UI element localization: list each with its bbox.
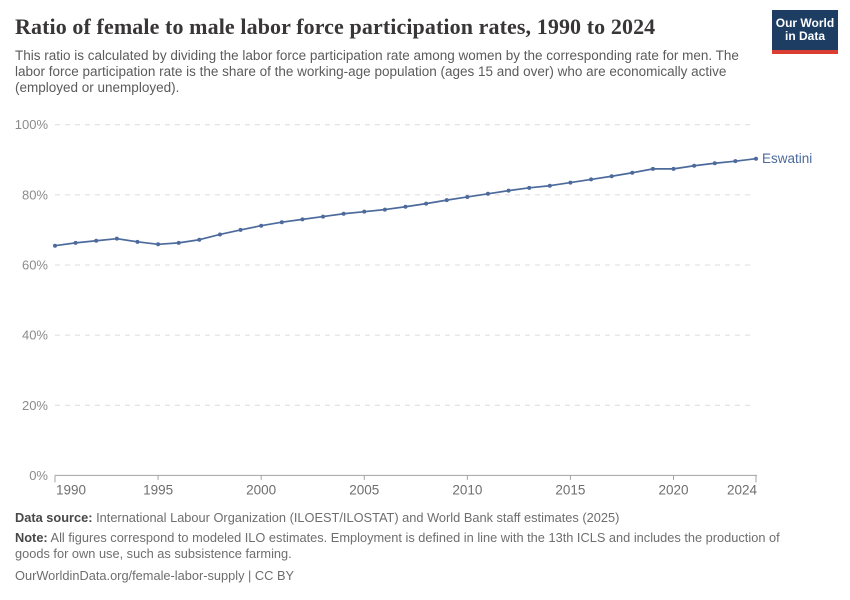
data-source-label: Data source: <box>15 510 93 525</box>
chart-plot-area[interactable]: 0% 20% 40% 60% 80% 100% 1990 1995 2000 2005 2010 20… <box>0 100 850 500</box>
data-point-2007[interactable] <box>403 204 408 209</box>
data-point-2014[interactable] <box>547 183 552 188</box>
data-point-2018[interactable] <box>630 170 635 175</box>
data-point-1992[interactable] <box>94 238 99 243</box>
x-axis-tick-label-2020: 2020 <box>659 482 689 497</box>
x-axis-tick-label-2005: 2005 <box>349 482 379 497</box>
note-text: All figures correspond to modeled ILO es… <box>15 530 780 561</box>
data-point-1995[interactable] <box>156 242 161 247</box>
y-axis-tick-label-40: 40% <box>22 328 48 343</box>
chart-footer: Data source: International Labour Organi… <box>15 508 815 584</box>
note-line: Note: All figures correspond to modeled … <box>15 530 797 562</box>
data-point-2016[interactable] <box>589 177 594 182</box>
chart-svg[interactable]: 0% 20% 40% 60% 80% 100% 1990 1995 2000 2005 2010 20… <box>0 100 850 500</box>
data-point-2015[interactable] <box>568 180 573 185</box>
data-point-2000[interactable] <box>259 223 264 228</box>
data-point-2020[interactable] <box>671 166 676 171</box>
owid-logo: Our World in Data <box>772 10 838 54</box>
y-axis-tick-label-0: 0% <box>29 468 48 483</box>
data-point-1990[interactable] <box>53 243 57 248</box>
y-axis-tick-label-100: 100% <box>15 117 49 132</box>
data-point-2005[interactable] <box>362 209 367 214</box>
data-point-2010[interactable] <box>465 194 470 199</box>
data-point-2023[interactable] <box>733 159 738 164</box>
x-axis-tick-label-1990: 1990 <box>56 482 86 497</box>
owid-logo-line2: in Data <box>784 29 825 43</box>
data-point-2019[interactable] <box>650 166 655 171</box>
note-label: Note: <box>15 530 48 545</box>
y-axis-tick-label-20: 20% <box>22 398 48 413</box>
data-point-2017[interactable] <box>609 174 614 179</box>
chart-header: Ratio of female to male labor force part… <box>15 14 740 40</box>
data-point-1993[interactable] <box>114 236 119 241</box>
page-title: Ratio of female to male labor force part… <box>15 14 656 39</box>
x-axis-tick-label-2015: 2015 <box>555 482 585 497</box>
data-point-2003[interactable] <box>321 214 326 219</box>
data-point-1994[interactable] <box>135 239 140 244</box>
data-point-2022[interactable] <box>712 161 717 166</box>
owid-logo-line1: Our World <box>775 16 835 30</box>
data-point-2012[interactable] <box>506 188 511 193</box>
x-axis-tick-label-1995: 1995 <box>143 482 173 497</box>
data-point-2004[interactable] <box>341 211 346 216</box>
data-point-2006[interactable] <box>382 207 387 212</box>
y-axis-tick-label-60: 60% <box>22 257 48 272</box>
data-source-line: Data source: International Labour Organi… <box>15 510 815 526</box>
x-axis-tick-label-2024: 2024 <box>727 482 758 497</box>
x-axis-tick-label-2000: 2000 <box>246 482 276 497</box>
data-source-text: International Labour Organization (ILOES… <box>92 510 620 525</box>
data-point-2002[interactable] <box>300 217 305 222</box>
data-point-1996[interactable] <box>176 240 181 245</box>
entity-label-eswatini: Eswatini <box>762 151 812 166</box>
data-point-1991[interactable] <box>73 240 78 245</box>
data-point-1998[interactable] <box>217 232 222 237</box>
series-line-eswatini[interactable] <box>54 157 757 247</box>
data-point-1997[interactable] <box>197 237 202 242</box>
data-point-2021[interactable] <box>692 163 697 168</box>
data-point-2013[interactable] <box>527 185 532 190</box>
data-point-2008[interactable] <box>424 201 429 206</box>
owid-citation-link[interactable]: OurWorldinData.org/female-labor-supply |… <box>15 568 295 583</box>
data-point-2011[interactable] <box>485 191 490 196</box>
data-point-1999[interactable] <box>238 227 243 232</box>
data-point-2024[interactable] <box>754 156 758 161</box>
data-point-2009[interactable] <box>444 198 449 203</box>
chart-subtitle: This ratio is calculated by dividing the… <box>15 48 739 95</box>
data-point-2001[interactable] <box>279 220 284 225</box>
x-axis-tick-label-2010: 2010 <box>452 482 482 497</box>
y-axis-tick-label-80: 80% <box>22 187 48 202</box>
